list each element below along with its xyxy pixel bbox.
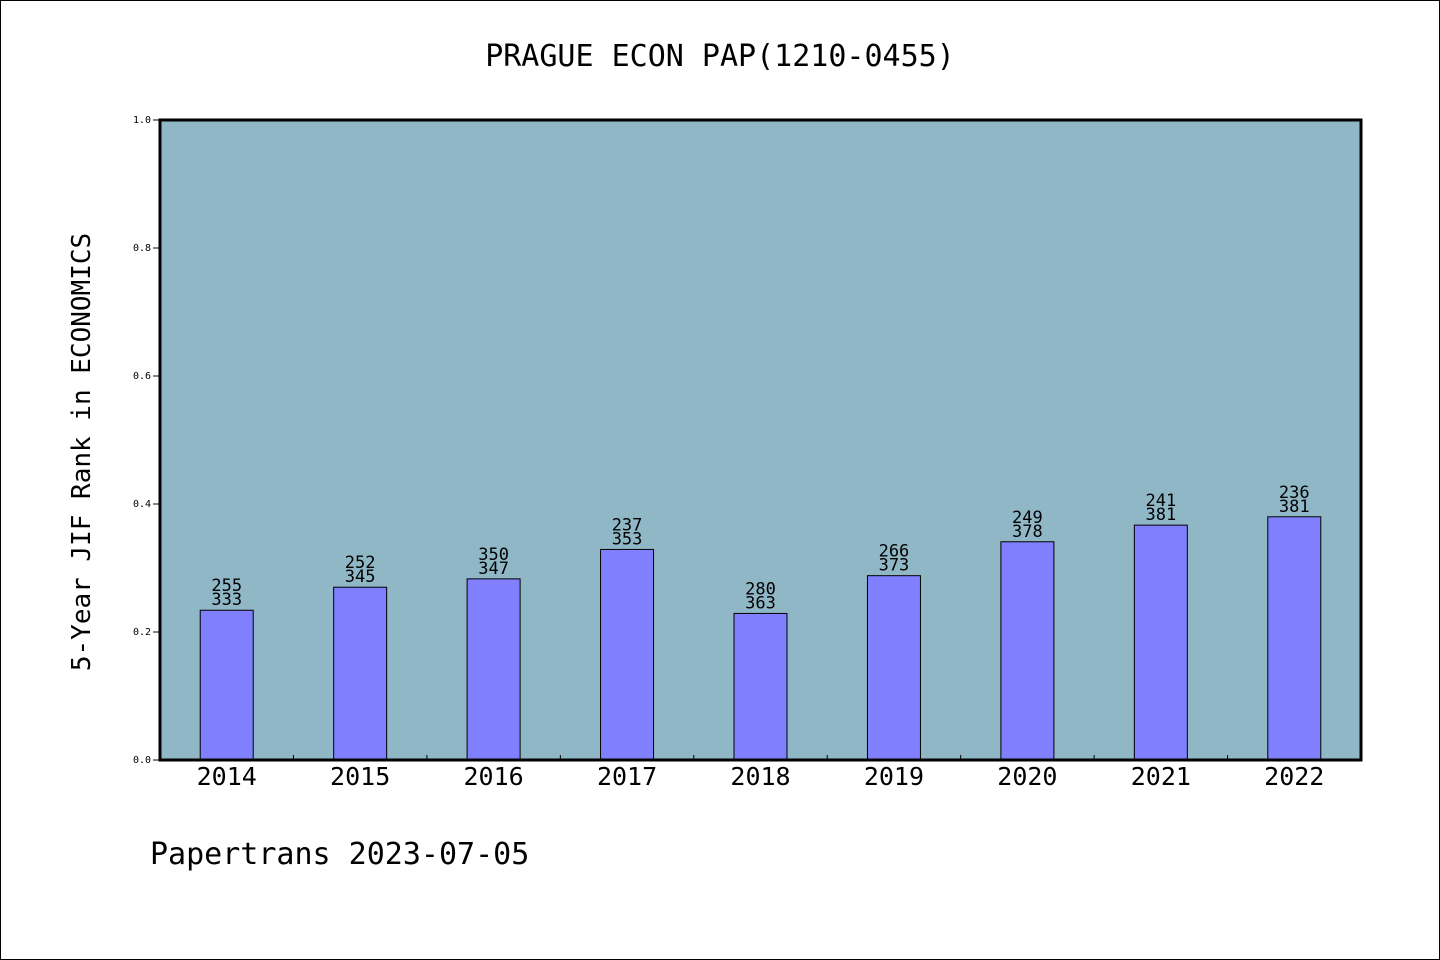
x-tick-label: 2017 [597,762,657,791]
bar-total-label: 378 [1012,522,1043,542]
bar-rank-label: 252 [345,553,376,573]
bar-2016 [466,578,521,761]
bar-total-label: 333 [211,590,242,610]
bar-rank-label: 255 [211,576,242,596]
bar-rank-label: 280 [745,579,776,599]
x-tick-label: 2022 [1264,762,1324,791]
bar-2022 [1267,516,1322,761]
y-axis-label: 5-Year JIF Rank in ECONOMICS [67,233,97,671]
y-tick-label: 0.2 [133,627,151,638]
bar-total-label: 381 [1145,505,1176,525]
chart-title: PRAGUE ECON PAP(1210-0455) [485,39,955,74]
bar-2017 [600,548,655,761]
bar-2015 [333,586,388,761]
x-tick-label: 2014 [197,762,257,791]
bar-rank-label: 249 [1012,508,1043,528]
bar-total-label: 381 [1279,497,1310,517]
bar-rank-label: 266 [879,542,910,562]
bar-total-label: 345 [345,567,376,587]
x-tick-label: 2018 [730,762,790,791]
bar-2021 [1133,524,1188,761]
bar-rank-label: 236 [1279,483,1310,503]
plot-border [158,118,1363,762]
x-tick-label: 2016 [464,762,524,791]
bar-rank-label: 237 [612,515,643,535]
y-tick-label: 0.6 [133,371,151,382]
y-tick-label: 0.8 [133,243,151,254]
x-tick-label: 2021 [1131,762,1191,791]
bar-rank-label: 350 [478,545,509,565]
bar-total-label: 347 [478,559,509,579]
x-tick-label: 2020 [997,762,1057,791]
bar-2019 [866,575,921,761]
bar-total-label: 363 [745,593,776,613]
footer-credit: Papertrans 2023-07-05 [150,837,529,872]
x-tick-label: 2019 [864,762,924,791]
bar-total-label: 373 [879,556,910,576]
y-tick-label: 1.0 [133,115,151,126]
bar-2014 [199,609,254,761]
bar-total-label: 353 [612,529,643,549]
bar-2018 [733,612,788,761]
y-tick-label: 0.4 [133,499,151,510]
bar-2020 [1000,541,1055,761]
x-tick-label: 2015 [330,762,390,791]
y-tick-label: 0.0 [133,755,151,766]
bar-rank-label: 241 [1145,491,1176,511]
